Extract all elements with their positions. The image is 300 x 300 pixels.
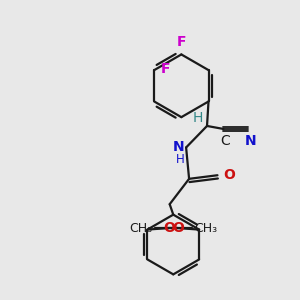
Text: O: O [172, 221, 184, 235]
Text: C: C [220, 134, 230, 148]
Text: F: F [177, 35, 186, 50]
Text: H: H [192, 111, 203, 124]
Text: N: N [245, 134, 257, 148]
Text: O: O [163, 221, 175, 235]
Text: N: N [173, 140, 184, 154]
Text: F: F [161, 61, 170, 76]
Text: CH₃: CH₃ [129, 222, 152, 235]
Text: CH₃: CH₃ [194, 222, 217, 235]
Text: H: H [176, 153, 184, 167]
Text: methoxy: methoxy [156, 227, 162, 229]
Text: O: O [223, 168, 235, 182]
